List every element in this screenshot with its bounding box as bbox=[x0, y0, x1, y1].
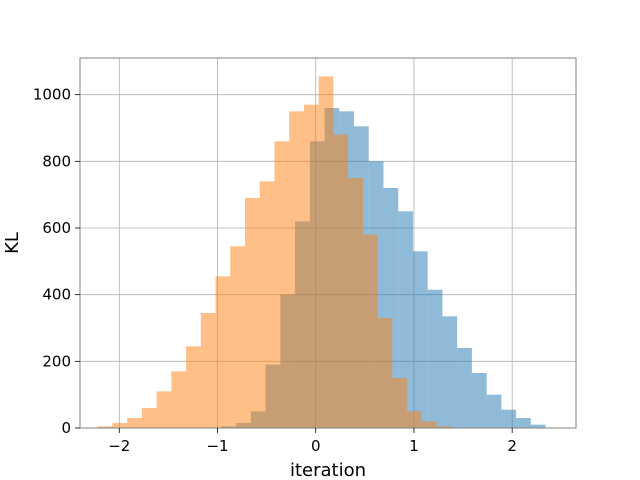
histogram-bar-series-2 bbox=[186, 346, 201, 428]
histogram-bar-series-1 bbox=[457, 348, 472, 428]
histogram-bar-series-2 bbox=[407, 411, 422, 428]
x-tick-label: 0 bbox=[311, 437, 321, 455]
histogram-bar-series-2 bbox=[392, 378, 408, 428]
histogram-bar-series-2 bbox=[318, 76, 334, 428]
x-tick-label: −1 bbox=[206, 437, 228, 455]
x-tick-label: −2 bbox=[108, 437, 130, 455]
histogram-bar-series-1 bbox=[501, 409, 517, 428]
histogram-bar-series-2 bbox=[97, 426, 113, 428]
histogram-bar-series-2 bbox=[436, 426, 452, 428]
histogram-bar-series-2 bbox=[112, 423, 128, 428]
histogram-bar-series-1 bbox=[427, 289, 443, 428]
histogram-bar-series-2 bbox=[348, 178, 363, 428]
y-tick-label: 400 bbox=[42, 286, 71, 304]
x-tick-label: 2 bbox=[507, 437, 517, 455]
plot-frame bbox=[79, 57, 577, 429]
histogram-bar-series-2 bbox=[215, 276, 231, 428]
histogram-bar-series-2 bbox=[156, 391, 172, 428]
histogram-bar-series-1 bbox=[530, 424, 546, 428]
histogram-bar-series-2 bbox=[141, 408, 157, 428]
x-tick-label: 1 bbox=[409, 437, 419, 455]
histogram-bar-series-2 bbox=[259, 181, 275, 428]
histogram-bar-series-1 bbox=[516, 418, 531, 428]
histogram-bar-series-2 bbox=[245, 198, 260, 428]
histogram-bar-series-2 bbox=[171, 371, 187, 428]
histogram-bar-series-2 bbox=[421, 421, 437, 428]
y-tick-label: 0 bbox=[61, 419, 71, 437]
histogram-bar-series-2 bbox=[200, 313, 216, 428]
histogram-bar-series-2 bbox=[289, 111, 304, 428]
y-tick-label: 1000 bbox=[33, 86, 71, 104]
histogram-bar-series-1 bbox=[442, 316, 458, 428]
y-tick-label: 600 bbox=[42, 219, 71, 237]
x-axis-label: iteration bbox=[290, 460, 366, 480]
histogram-bar-series-2 bbox=[362, 234, 378, 428]
axis-ticks: −2 −1 0 1 2 0 200 400 600 800 1000 bbox=[33, 86, 517, 455]
histogram-bar-series-2 bbox=[303, 104, 319, 429]
histogram-bar-series-2 bbox=[333, 134, 349, 428]
histogram-bar-series-2 bbox=[377, 318, 393, 428]
histogram-bar-series-1 bbox=[398, 211, 413, 428]
histogram-bars bbox=[97, 76, 546, 429]
histogram-bar-series-2 bbox=[274, 141, 290, 429]
y-axis-label: KL bbox=[2, 232, 23, 254]
histogram-bar-series-1 bbox=[486, 394, 502, 428]
y-tick-label: 800 bbox=[42, 152, 71, 170]
histogram-bar-series-1 bbox=[471, 373, 487, 428]
histogram-bar-series-1 bbox=[412, 251, 428, 428]
histogram-bar-series-2 bbox=[127, 418, 142, 428]
y-tick-label: 200 bbox=[42, 352, 71, 370]
histogram-bar-series-2 bbox=[230, 246, 246, 428]
